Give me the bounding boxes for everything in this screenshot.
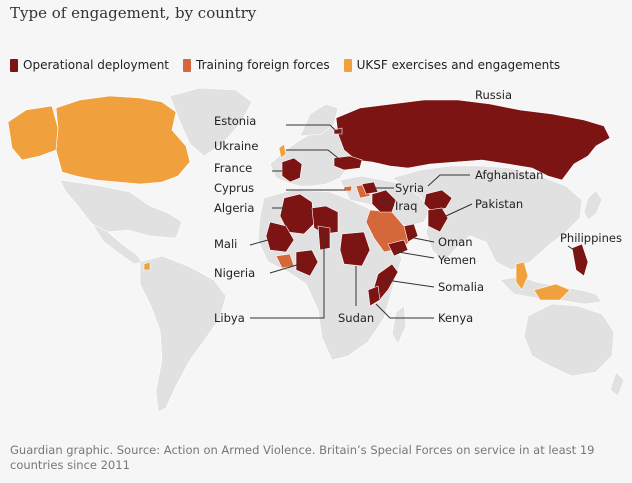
uksf-countries: [7, 95, 571, 301]
legend: Operational deployment Training foreign …: [10, 58, 560, 72]
land-australia: [523, 303, 615, 377]
legend-label-uksf: UKSF exercises and engagements: [356, 58, 561, 72]
world-map: Russia Estonia Ukraine France Cyprus Syr…: [7, 87, 625, 413]
label-cyprus: Cyprus: [214, 181, 254, 195]
label-syria: Syria: [395, 181, 424, 195]
land-south-america: [139, 255, 227, 413]
label-nigeria: Nigeria: [214, 266, 255, 280]
land-scandinavia: [299, 103, 339, 137]
label-sudan: Sudan: [338, 311, 374, 325]
land-japan: [583, 189, 603, 221]
label-mali: Mali: [214, 237, 237, 251]
label-somalia: Somalia: [438, 280, 484, 294]
label-algeria: Algeria: [214, 201, 254, 215]
land-north-america: [59, 179, 183, 239]
country-pakistan: [427, 207, 449, 233]
country-sudan: [339, 231, 371, 267]
country-kenya: [367, 285, 381, 307]
land-greenland: [169, 87, 253, 157]
label-iraq: Iraq: [395, 199, 417, 213]
legend-item-operational: Operational deployment: [10, 58, 169, 72]
country-alaska: [7, 105, 59, 161]
leader-oman: [413, 237, 435, 243]
legend-item-uksf: UKSF exercises and engagements: [343, 58, 561, 72]
leader-ukraine: [286, 149, 339, 159]
country-canada: [55, 95, 191, 185]
country-russia: [335, 99, 611, 181]
leader-iraq: [381, 199, 395, 207]
leader-libya: [250, 234, 325, 319]
country-afghanistan: [423, 189, 453, 213]
country-estonia: [333, 127, 343, 135]
label-france: France: [214, 161, 252, 175]
country-thailand: [515, 261, 529, 291]
country-france: [281, 157, 303, 183]
legend-item-training: Training foreign forces: [183, 58, 330, 72]
label-libya: Libya: [214, 311, 245, 325]
label-philippines: Philippines: [560, 231, 622, 245]
legend-label-operational: Operational deployment: [23, 58, 169, 72]
country-labels: Russia Estonia Ukraine France Cyprus Syr…: [214, 88, 622, 325]
leader-nigeria: [269, 263, 301, 274]
label-oman: Oman: [438, 235, 473, 249]
leader-lines: [249, 124, 581, 319]
country-cyprus: [343, 185, 353, 192]
country-uk: [278, 143, 287, 159]
label-yemen: Yemen: [437, 253, 476, 267]
country-colombia: [143, 261, 151, 271]
legend-swatch-training: [183, 58, 191, 72]
country-philippines: [571, 243, 589, 277]
legend-swatch-operational: [10, 58, 18, 72]
leader-yemen: [397, 251, 435, 259]
label-pakistan: Pakistan: [475, 197, 523, 211]
leader-afghanistan: [427, 174, 470, 187]
country-algeria: [279, 193, 315, 235]
country-oman: [403, 223, 419, 243]
leader-somalia: [385, 279, 435, 288]
legend-label-training: Training foreign forces: [196, 58, 330, 72]
leader-philippines: [567, 245, 581, 255]
land-new-zealand: [609, 371, 625, 397]
land-madagascar: [391, 305, 407, 345]
label-russia: Russia: [475, 88, 512, 102]
leader-estonia: [286, 124, 337, 132]
label-afghanistan: Afghanistan: [475, 168, 543, 182]
country-ukraine: [333, 155, 363, 171]
operational-countries: [265, 99, 611, 307]
source-caption: Guardian graphic. Source: Action on Arme…: [10, 443, 595, 472]
label-ukraine: Ukraine: [214, 139, 258, 153]
leader-mali: [249, 239, 269, 246]
label-estonia: Estonia: [214, 114, 256, 128]
leader-pakistan: [445, 203, 473, 217]
legend-swatch-uksf: [343, 58, 352, 72]
country-malaysia: [533, 283, 571, 301]
map-title: Type of engagement, by country: [10, 4, 257, 22]
country-nigeria: [295, 249, 319, 277]
country-yemen: [387, 239, 409, 257]
label-kenya: Kenya: [438, 311, 473, 325]
country-mali: [265, 221, 295, 253]
leader-kenya: [375, 303, 434, 319]
